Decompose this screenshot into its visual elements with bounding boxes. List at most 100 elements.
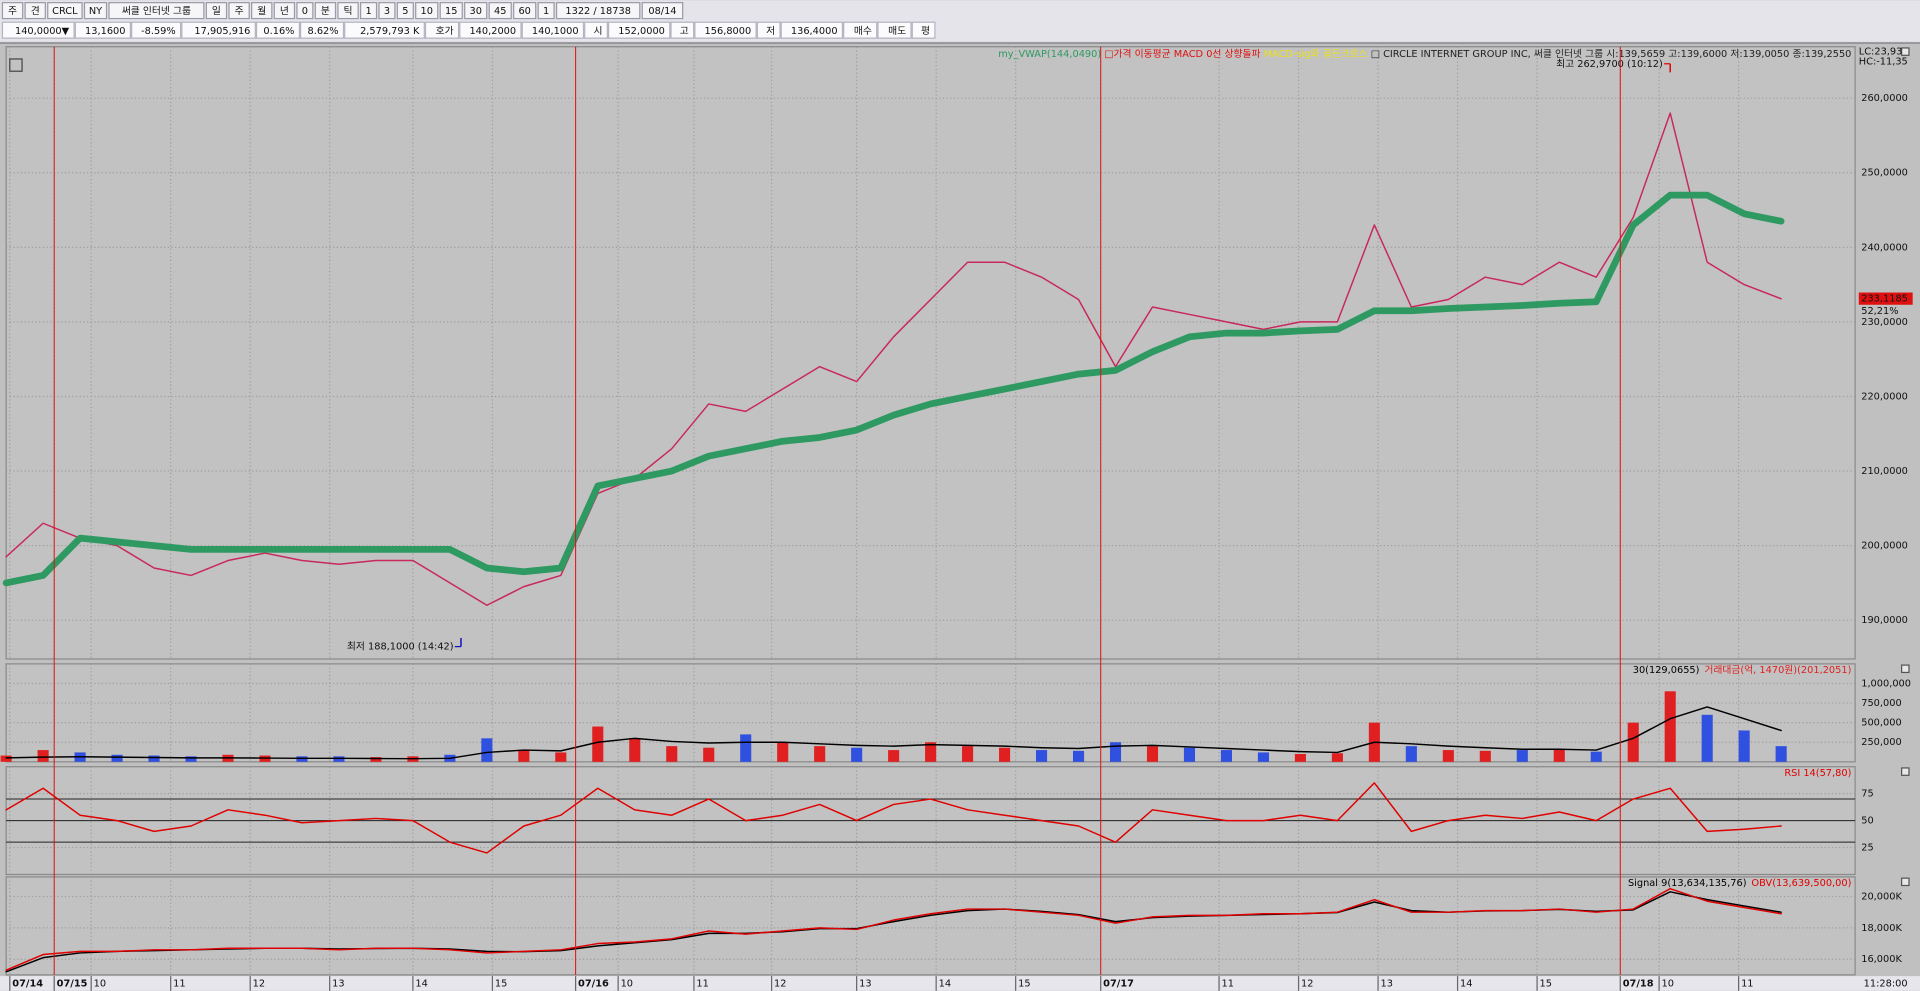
quote-value: 136,4000 [791,26,838,37]
toolbar-button[interactable] [228,2,250,20]
volume-bar [1738,730,1750,762]
x-tick-label: 11 [696,978,708,989]
toolbar-label: 10 [421,6,433,17]
volume-bar [333,756,345,762]
quote-field [255,21,300,39]
volume-bar [1109,742,1122,762]
quote-field [607,21,671,39]
toolbar-label: NY [89,6,102,17]
y-tick-label: 240,0000 [1861,242,1908,253]
legend-entry: my_VWAP(144,0490) [998,49,1101,60]
quote-value: 140,0000▼ [15,26,70,37]
toolbar-label: 일 [212,5,221,17]
quote-field [694,21,757,39]
quote-value: 17,905,916 [194,26,250,37]
toolbar-label: 년 [280,5,289,17]
x-tick-label: 12 [253,978,265,989]
toolbar-button[interactable] [24,2,46,20]
legend-entry: □ CIRCLE INTERNET GROUP INC, 써클 인터넷 그룹 시… [1371,48,1852,60]
quote-field [670,21,695,39]
legend-entry: 30(129,0655) [1633,665,1700,676]
legend-entry: 거래대금(억, 1470원)(201,2051) [1704,664,1851,676]
y-tick-label: 220,0000 [1861,391,1908,402]
volume-bar [148,755,160,762]
toolbar-button[interactable] [108,2,205,20]
toolbar-button[interactable] [251,2,273,20]
panel [5,46,1856,660]
volume-bar [1331,753,1343,762]
quote-value: 156,8000 [705,26,752,37]
toolbar-button[interactable] [378,2,396,20]
panel-menu [1901,664,1910,674]
last-price-tag [1858,292,1913,305]
toolbar-button[interactable] [273,2,296,20]
y-tick-label: 250,0000 [1861,168,1908,179]
x-tick-label: 07/14 [12,978,43,989]
panel-legend: Signal 9(13,634,135,76) OBV(13,639,500,00… [1628,878,1851,889]
y-tick-label: 1,000,000 [1861,678,1911,689]
y-tick-label: 500,000 [1861,718,1901,729]
quote-value: 13,1600 [85,26,125,37]
toolbar-button[interactable] [555,2,641,20]
quote-field [131,21,182,39]
toolbar-button[interactable] [47,2,83,20]
toolbar-label: 주 [235,6,244,17]
hc-label: HC:-11,35 [1859,56,1908,67]
toolbar-button[interactable] [1,2,24,20]
x-tick-label: 07/15 [57,978,88,989]
quote-field [780,21,844,39]
toolbar-button[interactable] [537,2,555,20]
y-tick-label: 75 [1861,789,1873,800]
toolbar-button[interactable] [464,2,488,20]
panel-menu [1901,47,1910,56]
quote-value: 호가 [436,25,454,37]
volume-bar [1442,750,1454,762]
toolbar-label: 1322 / 18738 [565,6,631,17]
x-tick-label: 12 [1301,978,1313,989]
toolbar-button[interactable] [337,2,359,20]
toolbar-button[interactable] [360,2,378,20]
y-tick-label: 250,000 [1861,737,1901,748]
toolbar-label: 3 [384,6,390,17]
toolbar-button[interactable] [205,2,228,20]
series-line [5,112,1782,607]
panel-legend: RSI 14(57,80) [1784,768,1851,779]
x-tick-label: 11 [1741,978,1753,989]
quote-value: 0.16% [263,26,294,37]
volume-bar [185,756,197,762]
last-change: 52,21% [1861,306,1898,317]
quote-field [1,21,75,39]
series-line [5,887,1782,971]
volume-bar [888,750,900,762]
toolbar-button[interactable] [415,2,439,20]
volume-bar [1036,750,1048,762]
x-tick-label: 10 [94,978,106,989]
toolbar-button[interactable] [641,2,684,20]
volume-bar [1516,750,1528,762]
volume-bar [1479,750,1491,762]
toolbar-button[interactable] [439,2,463,20]
volume-bar [851,747,863,762]
toolbar-button[interactable] [296,2,314,20]
last-price: 233,1185 [1861,294,1908,305]
quote-field [911,21,936,39]
quote-value: 고 [680,26,689,37]
y-tick-label: 230,0000 [1861,317,1908,328]
toolbar-label: 0 [302,6,308,17]
toolbar-button[interactable] [513,2,537,20]
volume-bar [777,742,789,762]
toolbar-button[interactable] [488,2,512,20]
quote-field [584,21,608,39]
volume-bar [1146,746,1159,762]
y-tick-label: 190,0000 [1861,615,1908,626]
volume-bar [962,746,974,762]
toolbar-button[interactable] [396,2,414,20]
quote-value: 140,2000 [469,26,516,37]
x-tick-label: 12 [774,978,786,989]
chart-menu [9,58,23,72]
volume-bar [740,734,752,762]
toolbar-button[interactable] [314,2,337,20]
volume-bar [481,738,493,762]
toolbar-button[interactable] [83,2,108,20]
y-tick-label: 210,0000 [1861,466,1908,477]
